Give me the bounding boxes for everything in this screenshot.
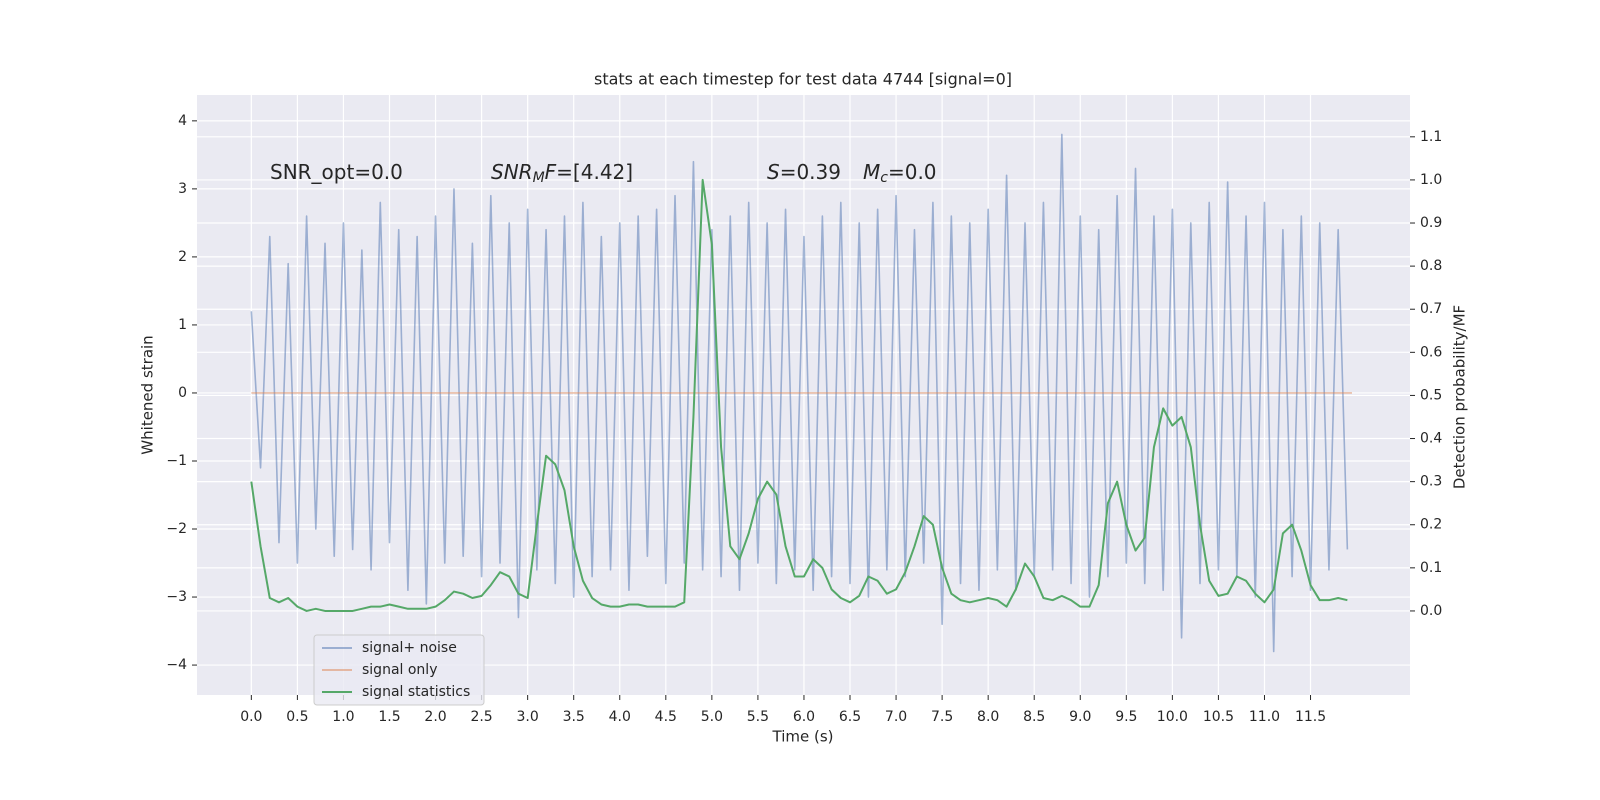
x-tick-label: 2.5 [470, 709, 492, 725]
annotation: SNR_opt=0.0 [270, 160, 403, 184]
ticks: 0.0 0.5 1.0 1.5 2.0 2.5 3.0 3.5 4.0 4.5 5.0 5.5 6.0 6… [166, 113, 1442, 725]
x-tick-label: 5.0 [701, 709, 723, 725]
x-tick-label: 10.5 [1203, 709, 1234, 725]
y-tick-label: −1 [166, 453, 187, 469]
legend-label: signal+ noise [362, 640, 457, 656]
x-tick-label: 7.5 [931, 709, 953, 725]
y2-tick-label: 0.7 [1420, 301, 1442, 317]
legend: signal+ noise signal only signal statistic… [313, 634, 485, 706]
annotation-part: =0.0 [888, 160, 937, 184]
x-tick-label: 0.0 [240, 709, 262, 725]
legend-label: signal statistics [362, 684, 470, 700]
x-tick-label: 3.5 [563, 709, 585, 725]
y2-tick-label: 0.2 [1420, 517, 1442, 533]
series-line [250, 178, 1348, 612]
x-tick-label: 8.0 [977, 709, 999, 725]
annotation-part: S [767, 160, 780, 184]
y2-tick-label: 1.0 [1420, 172, 1442, 188]
y-tick-label: 2 [178, 249, 187, 265]
x-tick-label: 11.5 [1295, 709, 1326, 725]
y2-axis-label: Detection probability/MF [1451, 305, 1469, 489]
legend-label: signal only [362, 662, 437, 678]
x-tick-label: 10.0 [1157, 709, 1188, 725]
y2-tick-label: 0.9 [1420, 215, 1442, 231]
annotation-part: F [545, 160, 557, 184]
chart-title: stats at each timestep for test data 474… [594, 70, 1012, 89]
x-tick-label: 0.5 [286, 709, 308, 725]
y2-tick-label: 0.5 [1420, 387, 1442, 403]
y-tick-label: −2 [166, 521, 187, 537]
x-tick-label: 4.0 [609, 709, 631, 725]
annotation-part: c [880, 170, 888, 186]
marks [250, 133, 1352, 653]
y2-tick-label: 0.1 [1420, 560, 1442, 576]
x-tick-label: 1.5 [378, 709, 400, 725]
annotation-part: M [533, 170, 545, 186]
annotation-part: =[4.42] [556, 160, 633, 184]
x-tick-label: 3.0 [517, 709, 539, 725]
y-tick-label: 0 [178, 385, 187, 401]
y2-tick-label: 0.4 [1420, 431, 1442, 447]
y2-tick-label: 0.3 [1420, 474, 1442, 490]
y-tick-label: 3 [178, 181, 187, 197]
x-tick-label: 6.5 [839, 709, 861, 725]
x-tick-label: 9.5 [1115, 709, 1137, 725]
x-tick-label: 6.0 [793, 709, 815, 725]
x-tick-label: 7.0 [885, 709, 907, 725]
x-tick-label: 8.5 [1023, 709, 1045, 725]
x-tick-label: 2.0 [424, 709, 446, 725]
y-tick-label: −3 [166, 589, 187, 605]
annotation-part: M [863, 160, 880, 184]
y2-tick-label: 0.0 [1420, 603, 1442, 619]
annotation-part: =0.39 [780, 160, 841, 184]
y2-tick-label: 0.8 [1420, 258, 1442, 274]
annotation-part: SNR_opt=0.0 [270, 160, 403, 184]
annotation-part: SNR [491, 160, 533, 184]
annotation: S=0.39 Mc=0.0 [767, 160, 937, 187]
legend-box [313, 634, 485, 706]
y-tick-label: 1 [178, 317, 187, 333]
y2-tick-label: 0.6 [1420, 344, 1442, 360]
series-line [250, 133, 1349, 653]
x-tick-label: 11.0 [1249, 709, 1280, 725]
y2-tick-label: 1.1 [1420, 129, 1442, 145]
x-tick-label: 4.5 [655, 709, 677, 725]
x-tick-label: 9.0 [1069, 709, 1091, 725]
x-axis-label: Time (s) [772, 728, 834, 746]
y-tick-label: 4 [178, 113, 187, 129]
x-tick-label: 5.5 [747, 709, 769, 725]
y-tick-label: −4 [166, 657, 187, 673]
annotation: SNRMF=[4.42] [491, 160, 633, 187]
y-axis-label: Whitened strain [139, 335, 157, 454]
x-tick-label: 1.0 [332, 709, 354, 725]
